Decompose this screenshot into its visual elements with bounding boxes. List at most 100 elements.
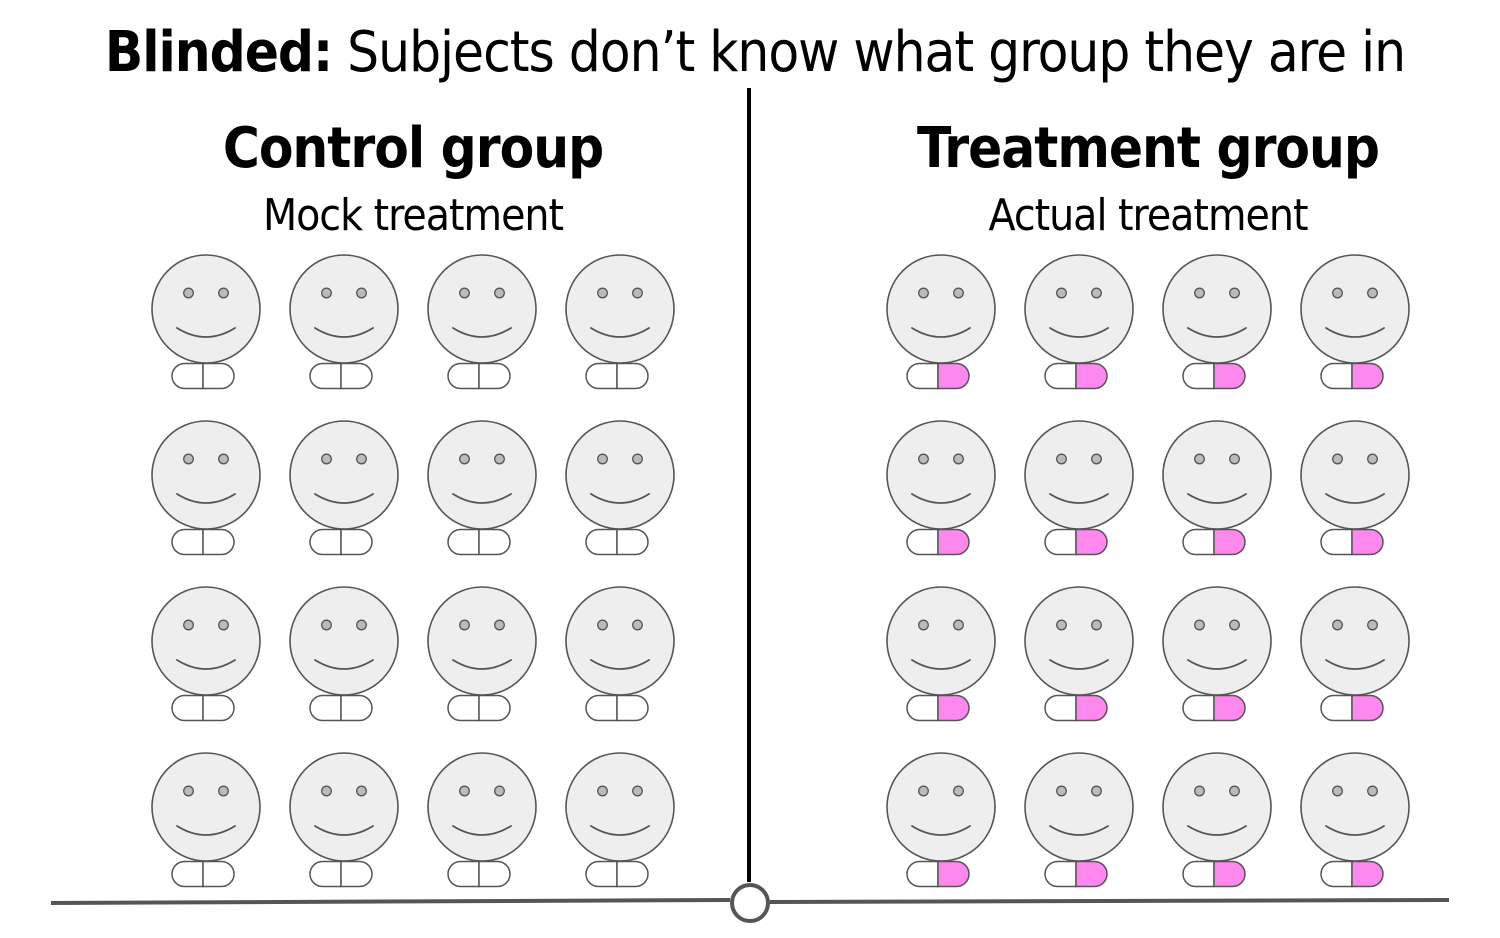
pill-right-half (478, 362, 511, 390)
pill-icon (447, 528, 511, 556)
left-eye (321, 287, 332, 299)
smile (452, 493, 512, 504)
pill-icon (309, 860, 373, 888)
right-eye (953, 287, 964, 299)
pill-left-half (585, 694, 618, 722)
smiley-face-icon (427, 420, 537, 530)
smile (590, 493, 650, 504)
control-group-subtitle: Mock treatment (262, 190, 564, 241)
smiley-face-icon (289, 752, 399, 862)
smiley-face-icon (1162, 254, 1272, 364)
subject (151, 586, 261, 722)
pill-icon (171, 362, 235, 390)
subject (1024, 254, 1134, 390)
smiley-face-icon (151, 586, 261, 696)
smile (911, 825, 971, 836)
right-eye (356, 287, 367, 299)
subject (1024, 586, 1134, 722)
pill-icon (585, 694, 649, 722)
left-eye (597, 287, 608, 299)
subject (289, 752, 399, 888)
subject (565, 586, 675, 722)
subject (289, 420, 399, 556)
left-eye (597, 619, 608, 631)
subject (427, 254, 537, 390)
pill-icon (906, 362, 970, 390)
pill-right-half (202, 528, 235, 556)
pill-right-half (1351, 694, 1384, 722)
page-title: Blinded: Subjects don’t know what group … (0, 18, 1500, 88)
smiley-face-icon (1024, 254, 1134, 364)
right-eye (1367, 619, 1378, 631)
smiley-face-icon (565, 420, 675, 530)
pill-left-half (585, 860, 618, 888)
left-eye (1194, 785, 1205, 797)
smile (452, 659, 512, 670)
subject (1024, 752, 1134, 888)
pill-icon (585, 362, 649, 390)
pill-left-half (447, 694, 480, 722)
subject (289, 586, 399, 722)
subject (289, 254, 399, 390)
pill-icon (447, 362, 511, 390)
smile (1049, 327, 1109, 338)
smiley-face-icon (1162, 586, 1272, 696)
pill-icon (585, 528, 649, 556)
smiley-face-icon (1024, 586, 1134, 696)
right-eye (953, 453, 964, 465)
pill-icon (309, 528, 373, 556)
smile (314, 659, 374, 670)
left-eye (321, 453, 332, 465)
control-group-title: Control group (222, 116, 604, 181)
subject (565, 420, 675, 556)
left-eye (918, 453, 929, 465)
smiley-face-icon (565, 254, 675, 364)
treatment-group-title: Treatment group (917, 116, 1380, 181)
pill-icon (1044, 528, 1108, 556)
left-eye (183, 287, 194, 299)
treatment-group-subtitle: Actual treatment (988, 190, 1309, 241)
left-eye (1194, 287, 1205, 299)
subject (886, 752, 996, 888)
right-eye (1367, 287, 1378, 299)
smiley-face-icon (886, 586, 996, 696)
smile (1187, 825, 1247, 836)
smile (1325, 825, 1385, 836)
right-eye (218, 785, 229, 797)
smiley-face-icon (886, 254, 996, 364)
pill-left-half (906, 362, 939, 390)
right-eye (953, 619, 964, 631)
smiley-face-icon (289, 254, 399, 364)
smile (176, 493, 236, 504)
pill-left-half (1320, 694, 1353, 722)
subject (151, 254, 261, 390)
right-eye (632, 453, 643, 465)
smiley-face-icon (427, 254, 537, 364)
pill-icon (1044, 860, 1108, 888)
pill-icon (1320, 528, 1384, 556)
right-eye (1091, 453, 1102, 465)
pill-left-half (1182, 694, 1215, 722)
right-eye (1229, 785, 1240, 797)
smile (452, 825, 512, 836)
pill-left-half (171, 694, 204, 722)
left-eye (459, 619, 470, 631)
smiley-face-icon (1162, 752, 1272, 862)
pill-left-half (1044, 362, 1077, 390)
subject (1300, 420, 1410, 556)
pill-icon (1182, 528, 1246, 556)
pill-right-half (340, 860, 373, 888)
pill-left-half (585, 528, 618, 556)
right-eye (494, 287, 505, 299)
pill-icon (171, 528, 235, 556)
right-eye (1367, 785, 1378, 797)
smile (1187, 327, 1247, 338)
smiley-face-icon (1300, 420, 1410, 530)
subject (565, 254, 675, 390)
pill-left-half (1182, 860, 1215, 888)
pill-left-half (309, 694, 342, 722)
pill-right-half (1075, 694, 1108, 722)
pill-right-half (1351, 362, 1384, 390)
left-eye (1332, 287, 1343, 299)
subject (1162, 752, 1272, 888)
